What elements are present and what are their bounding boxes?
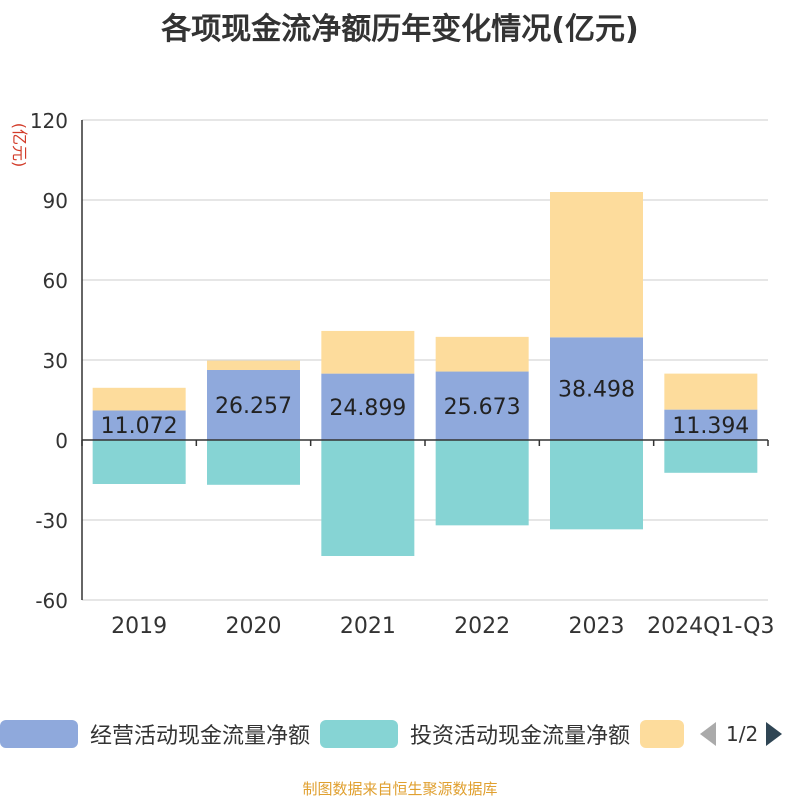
bar-operating-2: [321, 373, 415, 440]
bar-third-5: [664, 373, 758, 410]
bar-operating-1: [207, 369, 300, 440]
x-tick-label: 2019: [111, 614, 167, 639]
y-tick-label: 90: [43, 189, 68, 213]
data-label: 11.072: [101, 414, 178, 439]
bar-investing-2: [321, 440, 415, 556]
legend-swatch-investing: [320, 720, 398, 748]
bar-third-2: [321, 330, 415, 374]
y-tick-label: -30: [35, 509, 68, 533]
data-label: 25.673: [444, 395, 521, 420]
bar-third-1: [207, 360, 300, 370]
y-tick-label: 120: [30, 109, 68, 133]
data-label: 11.394: [672, 414, 749, 439]
source-note: 制图数据来自恒生聚源数据库: [302, 780, 498, 798]
bar-operating-0: [92, 410, 186, 440]
chart-title: 各项现金流净额历年变化情况(亿元): [161, 12, 639, 47]
chevron-left-icon[interactable]: [700, 722, 716, 746]
legend-label-investing: 投资活动现金流量净额: [410, 724, 631, 749]
bar-investing-3: [435, 440, 529, 526]
bar-operating-4: [550, 337, 643, 440]
bar-investing-4: [550, 440, 643, 530]
legend-item-operating[interactable]: 经营活动现金流量净额: [0, 716, 310, 752]
bar-third-3: [435, 336, 529, 372]
legend-item-investing[interactable]: 投资活动现金流量净额: [320, 716, 630, 752]
legend-item-third[interactable]: [640, 716, 684, 752]
y-tick-label: 60: [43, 269, 68, 293]
x-tick-label: 2021: [340, 614, 396, 639]
bar-third-4: [550, 192, 643, 338]
bar-investing-1: [207, 440, 300, 485]
x-tick-label: 2020: [226, 614, 282, 639]
bar-third-0: [92, 387, 186, 411]
chevron-right-icon[interactable]: [766, 722, 783, 746]
bar-operating-3: [435, 371, 529, 440]
data-label: 24.899: [329, 396, 406, 421]
bar-investing-0: [92, 440, 186, 484]
y-tick-label: -60: [35, 589, 68, 613]
bar-operating-5: [664, 409, 758, 440]
legend-page-indicator: 1/2: [726, 722, 759, 746]
y-tick-label: 30: [43, 349, 68, 373]
legend-label-operating: 经营活动现金流量净额: [90, 724, 311, 749]
legend-swatch-third: [640, 720, 684, 748]
bar-investing-5: [664, 440, 758, 473]
y-axis-label: (亿元): [10, 123, 29, 168]
x-tick-label: 2022: [454, 614, 510, 639]
y-tick-label: 0: [55, 429, 68, 453]
x-tick-label: 2024Q1-Q3: [647, 614, 774, 639]
data-label: 38.498: [558, 378, 635, 403]
x-tick-label: 2023: [569, 614, 625, 639]
data-label: 26.257: [215, 394, 292, 419]
legend: 经营活动现金流量净额 投资活动现金流量净额 1/2: [0, 716, 800, 756]
legend-pager: 1/2: [700, 716, 783, 752]
legend-swatch-operating: [0, 720, 78, 748]
